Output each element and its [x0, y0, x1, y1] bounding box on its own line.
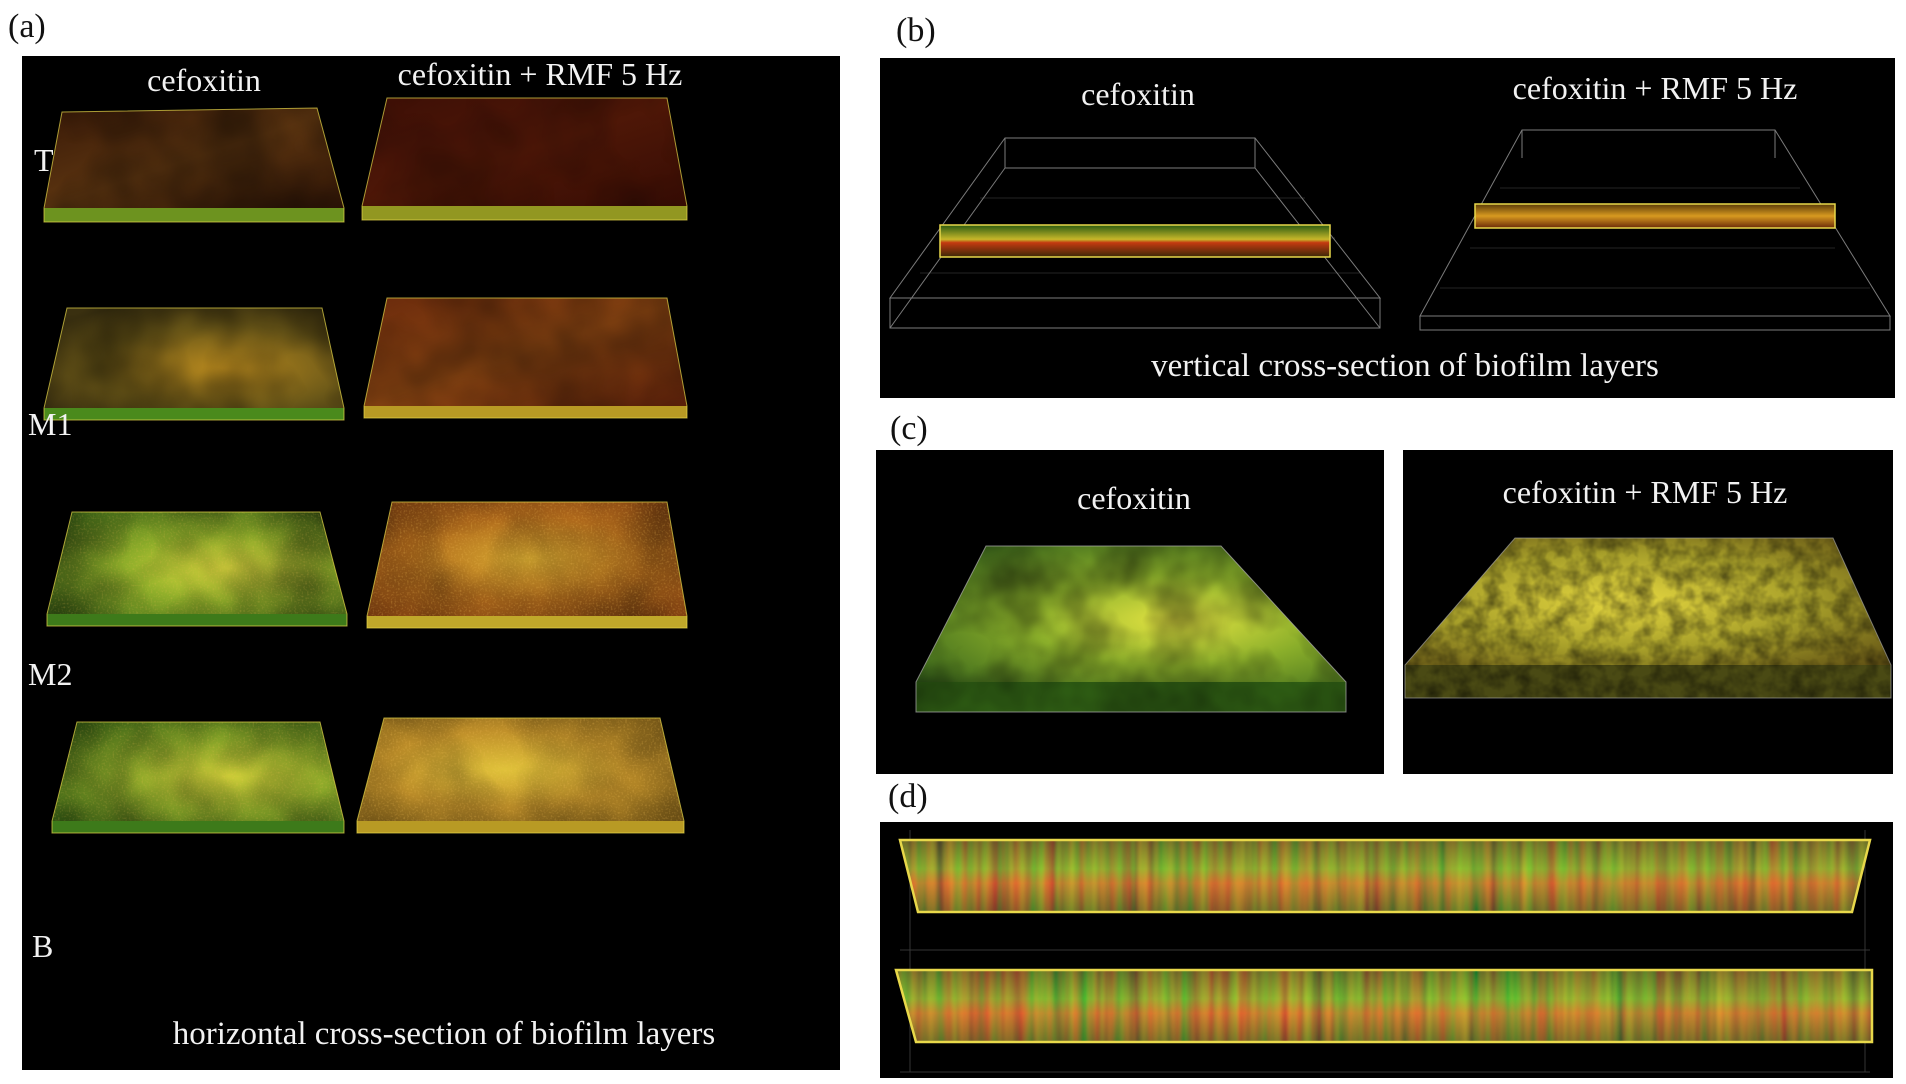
- panel-b-col-cefoxitin: cefoxitin: [1081, 76, 1195, 112]
- panel-b-letter: (b): [896, 12, 936, 49]
- render-b-rmf: [1419, 129, 1891, 331]
- panel-a-row-B: B: [32, 928, 54, 964]
- panel-c-col-cefoxitin: cefoxitin: [1077, 480, 1191, 516]
- render-a-M2-cefoxitin: [46, 511, 348, 627]
- panel-a-col-rmf: cefoxitin + RMF 5 Hz: [397, 56, 683, 92]
- panel-a-row-M1: M1: [28, 406, 73, 442]
- panel-b: cefoxitin cefoxitin + RMF 5 Hz vertical …: [880, 58, 1895, 398]
- strip-d-top: [898, 838, 1872, 914]
- render-c-cefoxitin: [915, 545, 1347, 713]
- panel-c-col-rmf: cefoxitin + RMF 5 Hz: [1502, 474, 1788, 510]
- panel-a: cefoxitin cefoxitin + RMF 5 Hz T M1 M2 B…: [22, 56, 840, 1070]
- render-a-T-cefoxitin: [43, 107, 345, 223]
- render-a-T-rmf: [361, 97, 688, 221]
- panel-b-caption: vertical cross-section of biofilm layers: [1151, 348, 1659, 384]
- strip-d-bottom: [894, 968, 1874, 1044]
- render-c-rmf: [1404, 537, 1892, 699]
- panel-b-col-rmf: cefoxitin + RMF 5 Hz: [1512, 70, 1798, 106]
- panel-a-letter: (a): [8, 8, 46, 45]
- panel-c-left: cefoxitin: [876, 450, 1384, 774]
- panel-b-renders: [889, 129, 1891, 331]
- render-d-strips: [894, 830, 1874, 1073]
- panel-a-col-cefoxitin: cefoxitin: [147, 62, 261, 98]
- panel-c-letter: (c): [890, 410, 928, 447]
- render-a-M2-rmf: [366, 501, 688, 629]
- panel-a-row-T: T: [34, 142, 54, 178]
- panel-d-letter: (d): [888, 778, 928, 815]
- panel-a-caption: horizontal cross-section of biofilm laye…: [172, 1016, 716, 1052]
- render-a-M1-cefoxitin: [43, 307, 345, 421]
- render-a-M1-rmf: [363, 297, 688, 419]
- render-a-B-rmf: [356, 717, 685, 834]
- panel-a-renders: [43, 97, 688, 834]
- panel-a-row-M2: M2: [28, 656, 73, 692]
- panel-c-right: cefoxitin + RMF 5 Hz: [1403, 450, 1893, 774]
- render-a-B-cefoxitin: [51, 721, 345, 834]
- strip-b-rmf: [1475, 204, 1835, 228]
- strip-b-cefoxitin: [940, 225, 1330, 257]
- panel-d: [880, 822, 1893, 1078]
